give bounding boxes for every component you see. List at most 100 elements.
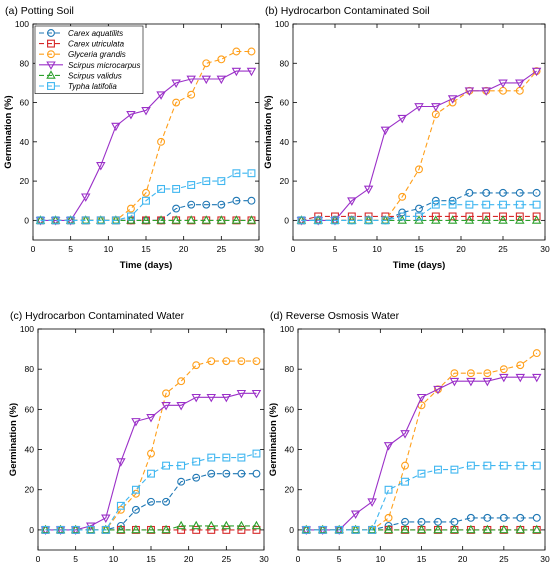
series-typha-latifolia <box>302 461 541 534</box>
series-scirpus-microcarpus <box>35 67 257 226</box>
x-tick-label: 0 <box>296 554 301 562</box>
x-tick-label: 5 <box>73 554 78 562</box>
data-point <box>515 212 524 221</box>
data-point <box>202 177 211 186</box>
data-point <box>126 212 135 221</box>
data-point <box>131 524 141 534</box>
chart-panel-1: (a) Potting Soil 0 5 10 15 20 25 30 0 20 40 60 80 100… <box>3 5 264 271</box>
data-point <box>318 525 327 534</box>
data-point <box>466 461 475 470</box>
x-tick-label: 30 <box>540 554 550 562</box>
plot-frame <box>292 23 546 241</box>
data-point <box>433 385 443 395</box>
data-point <box>232 196 241 205</box>
data-point <box>313 217 323 226</box>
data-point <box>415 212 423 221</box>
data-point <box>187 90 196 99</box>
x-tick-label: 20 <box>179 244 189 254</box>
data-point <box>350 524 361 534</box>
data-point <box>351 525 360 534</box>
data-point <box>401 477 409 486</box>
data-point <box>172 184 181 193</box>
data-point <box>237 525 246 534</box>
data-point <box>481 87 491 96</box>
data-point <box>192 361 201 370</box>
data-point <box>56 525 65 534</box>
data-point <box>101 514 111 523</box>
data-point <box>483 369 492 378</box>
data-point <box>146 524 156 534</box>
y-tick-label: 40 <box>25 445 35 455</box>
data-point <box>415 204 423 213</box>
y-axis-label: Germination (%) <box>3 95 14 168</box>
data-point <box>40 524 51 534</box>
data-point <box>187 181 196 189</box>
x-tick-label: 20 <box>184 554 194 562</box>
data-point <box>172 98 181 107</box>
data-point <box>531 215 542 224</box>
data-point <box>499 365 508 374</box>
data-point <box>85 524 96 534</box>
x-tick-label: 30 <box>254 244 264 254</box>
data-point <box>116 524 126 534</box>
data-point <box>221 520 232 530</box>
data-point <box>296 215 307 224</box>
series-line <box>301 204 537 221</box>
data-point <box>414 103 424 112</box>
series-line <box>45 360 257 531</box>
y-tick-label: 40 <box>285 445 295 455</box>
data-point <box>161 524 171 534</box>
x-tick-label: 10 <box>376 554 386 562</box>
panel-title: (c) Hydrocarbon Contaminated Water <box>10 310 185 322</box>
data-point <box>176 401 186 411</box>
legend-swatch-marker <box>47 50 55 59</box>
data-point <box>417 469 426 478</box>
data-point <box>330 217 340 226</box>
data-point <box>187 200 196 209</box>
data-point <box>532 188 541 197</box>
data-point <box>367 524 377 534</box>
y-tick-label: 0 <box>289 525 294 535</box>
panel-title: (d) Reverse Osmosis Water <box>270 310 400 322</box>
data-point <box>201 215 212 224</box>
data-point <box>465 200 474 209</box>
legend-swatch-marker <box>47 82 55 90</box>
data-point <box>81 216 90 225</box>
data-point <box>207 357 216 366</box>
data-point <box>449 377 460 387</box>
data-point <box>350 510 361 519</box>
y-tick-label: 60 <box>25 404 35 414</box>
series-glyceria-grandis <box>41 357 261 534</box>
data-point <box>464 87 475 96</box>
data-point <box>247 47 256 56</box>
x-tick-label: 15 <box>414 244 424 254</box>
data-point <box>222 525 231 534</box>
series-line <box>45 473 257 531</box>
data-point <box>383 442 394 451</box>
y-tick-label: 100 <box>275 19 289 29</box>
series-typha-latifolia <box>36 169 256 225</box>
data-point <box>35 215 46 224</box>
y-axis-label: Germination (%) <box>263 95 274 168</box>
data-point <box>381 216 390 225</box>
legend-label: Carex aquatilits <box>68 29 123 38</box>
data-point <box>347 197 357 206</box>
x-tick-label: 30 <box>540 244 550 254</box>
data-point <box>146 414 156 423</box>
series-carex-aquatilis <box>302 513 541 534</box>
data-point <box>398 192 407 201</box>
data-point <box>96 216 105 225</box>
x-tick-label: 10 <box>109 554 119 562</box>
data-point <box>515 215 525 224</box>
data-point <box>176 520 186 530</box>
series-scirpus-validus <box>296 215 542 224</box>
data-point <box>499 513 508 522</box>
data-point <box>40 526 51 536</box>
data-point <box>157 137 166 146</box>
data-point <box>347 215 357 224</box>
y-tick-label: 60 <box>285 404 295 414</box>
data-point <box>482 200 491 209</box>
data-point <box>237 469 246 478</box>
x-tick-label: 15 <box>417 554 427 562</box>
data-point <box>434 465 442 474</box>
